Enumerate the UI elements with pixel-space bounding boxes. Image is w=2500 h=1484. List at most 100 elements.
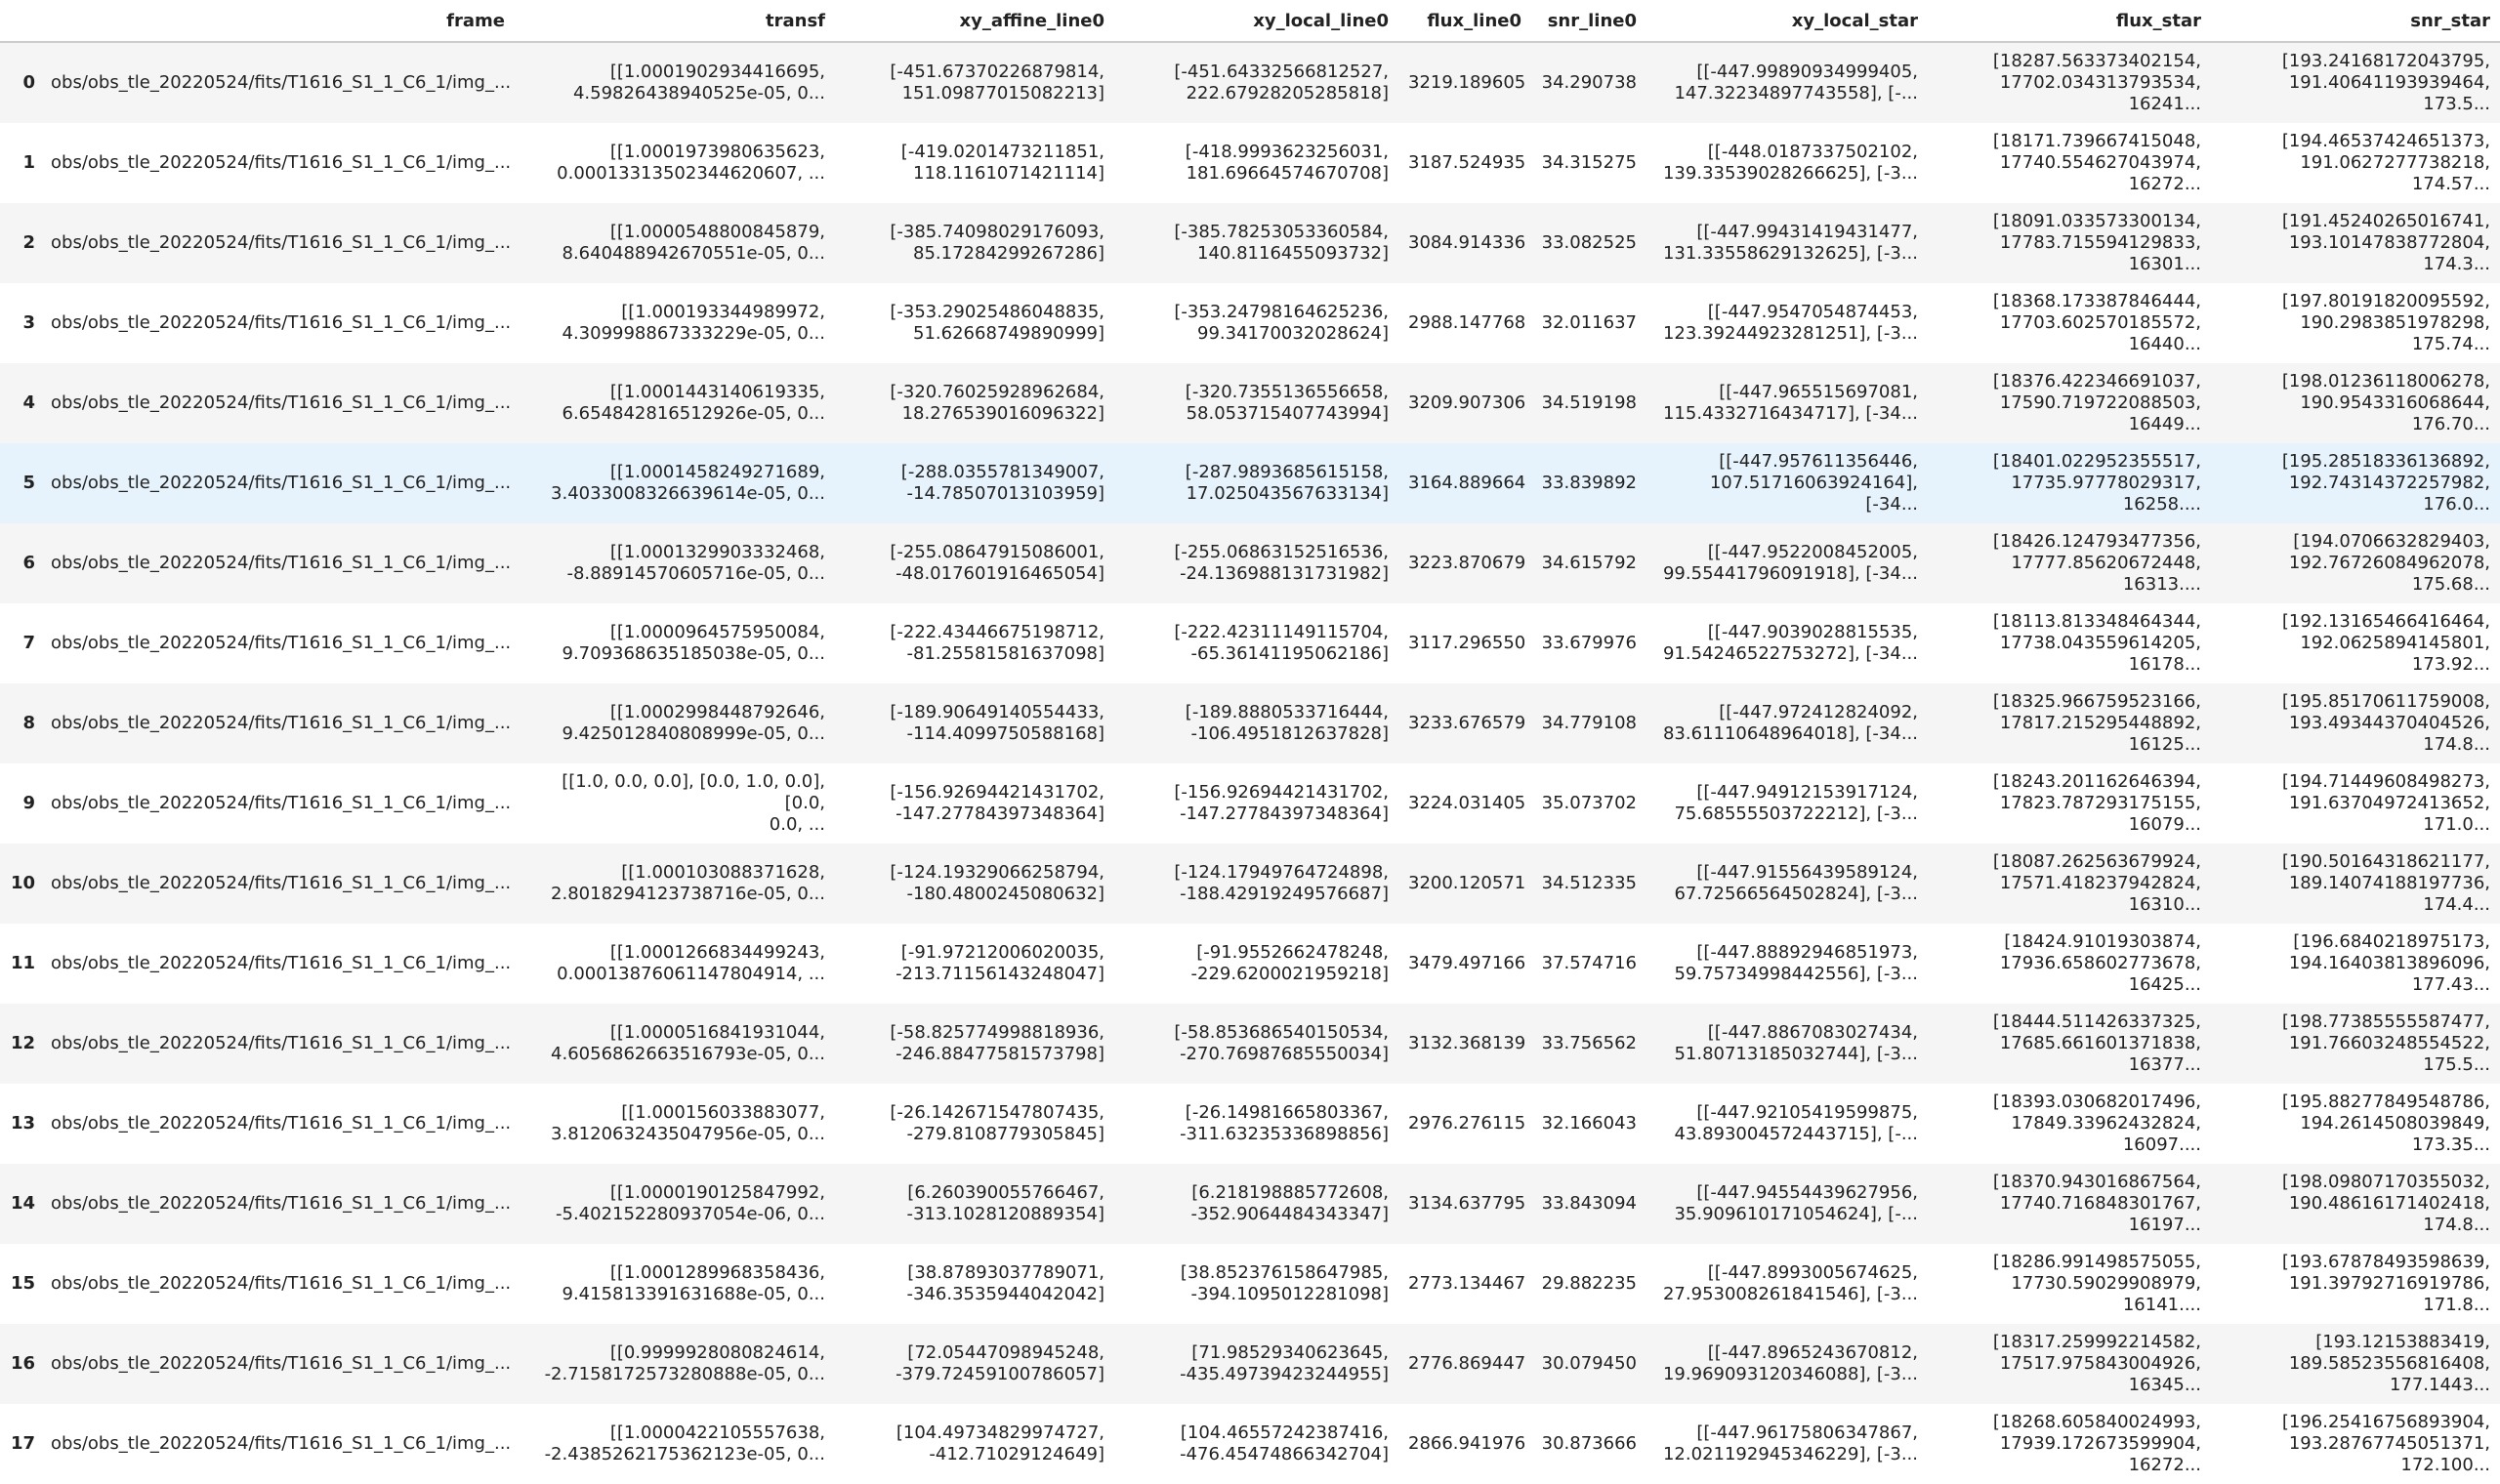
row-index: 9 [22, 793, 35, 813]
table-row: 7 obs/obs_tle_20220524/fits/T1616_S1_1_C6… [0, 603, 2500, 683]
table-cell: [[-447.8965243670812, 19.969093120346088… [1646, 1324, 1928, 1404]
table-cell: obs/obs_tle_20220524/fits/T1616_S1_1_C6_… [51, 1113, 512, 1134]
column-header: transf [515, 0, 835, 43]
table-cell: 35.073702 [1541, 793, 1637, 813]
table-cell: [[1.0000516841931044, 4.6056862663516793… [515, 1004, 835, 1084]
table-cell: 30.873666 [1541, 1433, 1637, 1454]
table-cell: [196.6840218975173, 194.16403813896096, … [2288, 931, 2490, 995]
table-cell: 34.315275 [1541, 152, 1637, 173]
column-header: xy_affine_line0 [835, 0, 1114, 43]
table-row: 15 obs/obs_tle_20220524/fits/T1616_S1_1_C… [0, 1244, 2500, 1324]
table-cell: [104.49734829974727, -412.71029124649] [896, 1422, 1104, 1464]
table-cell: [[0.9999928080824614, -2.715817257328088… [515, 1324, 835, 1404]
table-cell: [[1.0001443140619335, 6.654842816512926e… [515, 363, 835, 443]
table-cell: [198.09807170355032, 190.48616171402418,… [2211, 1164, 2500, 1244]
table-cell: [18087.262563679924, 17571.418237942824,… [1928, 844, 2211, 924]
table-cell: 3164.889664 [1398, 443, 1531, 523]
table-cell: [[-447.9522008452005, 99.55441796091918]… [1646, 523, 1928, 603]
table-cell: [[-447.965515697081, 115.4332716434717],… [1646, 363, 1928, 443]
table-cell: [190.50164318621177, 189.14074188197736,… [2211, 844, 2500, 924]
table-cell: [194.71449608498273, 191.63704972413652,… [2281, 771, 2490, 835]
table-cell: [195.88277849548786, 194.2614508039849, … [2281, 1092, 2490, 1155]
table-cell: [192.13165466416464, 192.0625894145801, … [2281, 611, 2490, 675]
table-cell: [[1.0001973980635623, 0.0001331350234462… [557, 142, 825, 184]
table-cell: [[-447.91556439589124, 67.72566564502824… [1646, 844, 1928, 924]
table-row: 3 obs/obs_tle_20220524/fits/T1616_S1_1_C6… [0, 283, 2500, 363]
table-cell: [[-447.8993005674625, 27.953008261841546… [1662, 1262, 1918, 1304]
table-row: 1 obs/obs_tle_20220524/fits/T1616_S1_1_C6… [0, 123, 2500, 203]
table-cell: [198.01236118006278, 190.9543316068644, … [2211, 363, 2500, 443]
table-cell: 34.519198 [1531, 363, 1646, 443]
table-cell: 3233.676579 [1398, 683, 1531, 763]
row-index: 5 [0, 443, 45, 523]
table-cell: 33.839892 [1531, 443, 1646, 523]
table-cell: [[-447.94912153917124, 75.68555503722212… [1674, 782, 1918, 824]
table-cell: [-451.67370226879814, 151.09877015082213… [835, 42, 1114, 123]
table-cell: [38.852376158647985, -394.1095012281098] [1180, 1262, 1389, 1304]
table-cell: obs/obs_tle_20220524/fits/T1616_S1_1_C6_… [45, 42, 515, 123]
table-cell: 3132.368139 [1398, 1004, 1531, 1084]
table-cell: [-124.17949764724898, -188.4291924957668… [1114, 844, 1398, 924]
table-cell: [71.98529340623645, -435.49739423244955] [1114, 1324, 1398, 1404]
table-cell: obs/obs_tle_20220524/fits/T1616_S1_1_C6_… [51, 152, 512, 173]
table-cell: [-255.08647915086001, -48.01760191646505… [835, 523, 1114, 603]
header-row: frame transf xy_affine_line0 xy_local_line0… [0, 0, 2500, 43]
table-cell: 2776.869447 [1398, 1324, 1531, 1404]
table-cell: [[1.000156033883077, 3.8120632435047956e… [551, 1102, 825, 1144]
table-cell: [18317.259992214582, 17517.975843004926,… [1928, 1324, 2211, 1404]
table-row: 0 obs/obs_tle_20220524/fits/T1616_S1_1_C6… [0, 42, 2500, 123]
table-cell: obs/obs_tle_20220524/fits/T1616_S1_1_C6_… [45, 1004, 515, 1084]
column-header: flux_star [1928, 0, 2211, 43]
table-cell: 3200.120571 [1398, 844, 1531, 924]
row-index: 11 [10, 953, 35, 973]
table-cell: obs/obs_tle_20220524/fits/T1616_S1_1_C6_… [45, 443, 515, 523]
table-cell: 33.843094 [1531, 1164, 1646, 1244]
table-cell: 2976.276115 [1408, 1113, 1526, 1134]
table-cell: 3117.296550 [1408, 633, 1526, 653]
table-cell: 3224.031405 [1408, 793, 1526, 813]
table-cell: obs/obs_tle_20220524/fits/T1616_S1_1_C6_… [51, 953, 512, 973]
table-cell: [[1.0000964575950084, 9.709368635185038e… [562, 622, 826, 664]
table-cell: [[1.0, 0.0, 0.0], [0.0, 1.0, 0.0], [0.0,… [562, 771, 825, 835]
table-cell: [196.25416756893904, 193.28767745051371,… [2281, 1412, 2490, 1475]
table-cell: 2988.147768 [1408, 312, 1526, 333]
table-cell: [[-447.99890934999405, 147.3223489774355… [1646, 42, 1928, 123]
table-cell: [-91.9552662478248, -229.6200021959218] [1190, 942, 1389, 984]
table-row: 4 obs/obs_tle_20220524/fits/T1616_S1_1_C6… [0, 363, 2500, 443]
table-cell: [[-447.99431419431477, 131.3355862913262… [1646, 203, 1928, 283]
table-cell: [-222.42311149115704, -65.36141195062186… [1174, 622, 1389, 664]
table-cell: [-58.853686540150534, -270.7698768555003… [1114, 1004, 1398, 1084]
row-index: 14 [0, 1164, 45, 1244]
table-cell: 30.079450 [1531, 1324, 1646, 1404]
table-cell: [18113.813348464344, 17738.043559614205,… [1992, 611, 2201, 675]
table-cell: [18376.422346691037, 17590.719722088503,… [1928, 363, 2211, 443]
table-cell: 3134.637795 [1398, 1164, 1531, 1244]
table-cell: [-156.92694421431702, -147.2778439734836… [1174, 782, 1389, 824]
table-cell: 3187.524935 [1408, 152, 1526, 173]
table-cell: [72.05447098945248, -379.72459100786057] [835, 1324, 1114, 1404]
table-cell: [[-447.94554439627956, 35.90961017105462… [1646, 1164, 1928, 1244]
column-header: frame [45, 0, 515, 43]
table-cell: obs/obs_tle_20220524/fits/T1616_S1_1_C6_… [51, 1273, 512, 1294]
table-cell: 33.082525 [1531, 203, 1646, 283]
table-cell: [[1.0001289968358436, 9.415813391631688e… [562, 1262, 826, 1304]
table-cell: [-385.74098029176093, 85.17284299267286] [835, 203, 1114, 283]
table-cell: 3209.907306 [1398, 363, 1531, 443]
table-cell: [18424.91019303874, 17936.658602773678, … [1999, 931, 2201, 995]
table-cell: obs/obs_tle_20220524/fits/T1616_S1_1_C6_… [45, 523, 515, 603]
table-cell: 29.882235 [1541, 1273, 1637, 1294]
table-cell: [[-448.0187337502102, 139.33539028266625… [1662, 142, 1918, 184]
table-cell: [[1.0001266834499243, 0.0001387606114780… [557, 942, 825, 984]
table-cell: 2773.134467 [1408, 1273, 1526, 1294]
table-cell: 3479.497166 [1408, 953, 1526, 973]
table-cell: [6.260390055766467, -313.1028120889354] [835, 1164, 1114, 1244]
table-cell: [18426.124793477356, 17777.85620672448, … [1928, 523, 2211, 603]
table-cell: [[1.000103088371628, 2.8018294123738716e… [515, 844, 835, 924]
table-row: 2 obs/obs_tle_20220524/fits/T1616_S1_1_C6… [0, 203, 2500, 283]
table-cell: [[1.0001458249271689, 3.4033008326639614… [515, 443, 835, 523]
row-index: 15 [10, 1273, 35, 1294]
table-row: 11 obs/obs_tle_20220524/fits/T1616_S1_1_C… [0, 924, 2500, 1004]
table-row: 12 obs/obs_tle_20220524/fits/T1616_S1_1_C… [0, 1004, 2500, 1084]
